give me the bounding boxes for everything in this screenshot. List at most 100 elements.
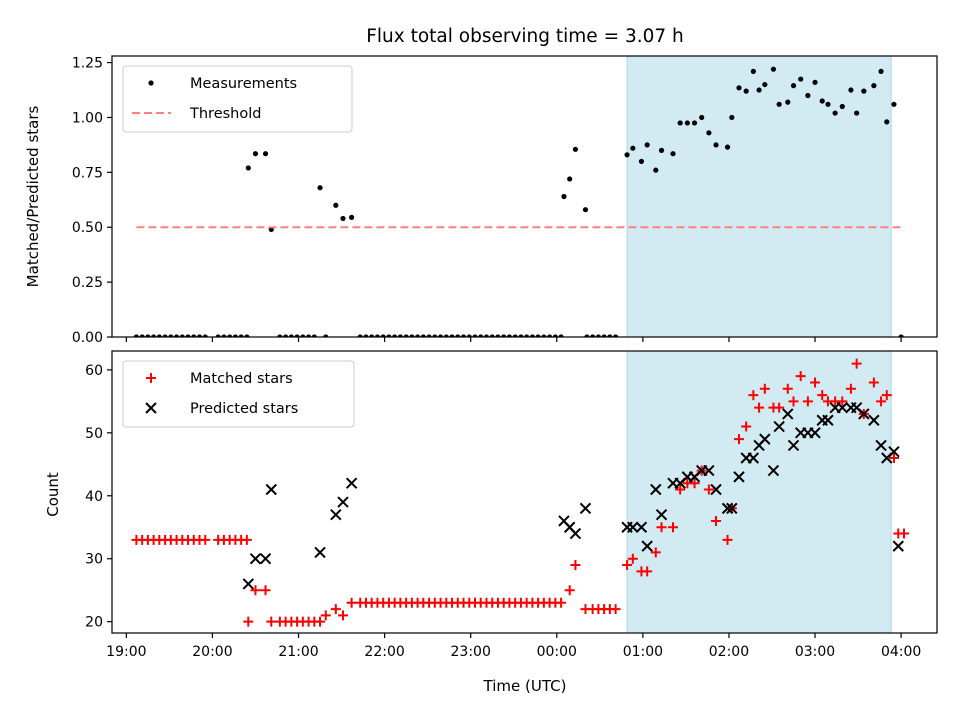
x-axis-label: Time (UTC)	[483, 677, 567, 695]
measurement-point	[572, 146, 579, 152]
predicted-star-point	[242, 578, 255, 590]
observing-window-shade	[626, 55, 892, 338]
measurement-point	[294, 334, 300, 337]
legend-label: Matched stars	[190, 371, 293, 387]
predicted-star-point	[892, 540, 904, 552]
predicted-star-point	[703, 464, 715, 477]
measurement-point	[743, 88, 749, 94]
measurement-point	[244, 334, 250, 337]
measurement-point	[653, 167, 659, 173]
y-tick-label: 50	[85, 426, 103, 442]
measurement-point	[317, 185, 323, 191]
measurement-point	[409, 334, 415, 337]
y-tick-label: 0.75	[72, 165, 103, 181]
matched-star-point	[689, 478, 700, 489]
matched-star-point	[851, 358, 862, 369]
matched-star-point	[622, 560, 633, 571]
measurement-point	[392, 334, 398, 337]
matched-star-point	[627, 553, 638, 564]
measurement-point	[750, 68, 756, 74]
legend-box	[122, 360, 355, 428]
measurement-point	[168, 334, 174, 337]
matched-star-point	[802, 396, 813, 407]
plot-area	[133, 66, 904, 337]
measurement-point	[590, 334, 596, 337]
matched-star-point	[338, 610, 348, 621]
matched-star-point	[703, 484, 714, 495]
measurement-point	[677, 120, 683, 126]
measurement-point	[283, 334, 289, 337]
bottom-panel: 20 30 40 50 60 19:00 20:00 21:00 22:00 23:00 00:00…	[85, 350, 938, 660]
y-tick-label: 60	[85, 363, 103, 379]
predicted-star-point	[787, 439, 800, 452]
measurement-point	[762, 81, 768, 88]
measurement-point	[839, 103, 845, 110]
y-tick-label: 30	[85, 552, 103, 568]
measurement-point	[607, 334, 613, 337]
y-tick-label: 0.25	[72, 275, 103, 291]
matched-star-point	[888, 453, 899, 464]
measurement-point	[227, 334, 233, 337]
matched-star-point	[642, 566, 653, 577]
axes-frame	[111, 55, 938, 338]
matched-star-point	[774, 402, 785, 413]
measurement-point	[449, 334, 455, 337]
bottom-y-axis-label: Count	[44, 472, 62, 517]
predicted-star-point	[650, 483, 662, 496]
measurement-point	[861, 88, 867, 94]
measurement-point	[196, 334, 203, 337]
predicted-star-point	[868, 414, 880, 426]
predicted-star-point	[330, 508, 342, 521]
measurement-point	[805, 92, 811, 99]
matched-star-point	[564, 585, 575, 596]
measurement-point	[785, 99, 791, 105]
measurement-point	[854, 110, 860, 116]
predicted-star-point	[726, 502, 738, 515]
legend: Measurements Threshold	[122, 65, 353, 133]
measurement-point	[432, 334, 438, 337]
top-y-axis-label: Matched/Predicted stars	[24, 106, 42, 288]
y-tick-label: 1.25	[72, 56, 103, 72]
measurement-point	[541, 334, 547, 337]
legend-marker-matched	[146, 373, 156, 383]
predicted-star-point	[888, 446, 900, 458]
measurement-point	[630, 145, 636, 151]
matched-star-point	[711, 515, 722, 526]
measurement-point	[638, 158, 645, 164]
matched-star-point	[675, 484, 686, 495]
measurement-point	[288, 334, 294, 337]
predicted-star-point	[655, 508, 668, 521]
measurement-point	[262, 151, 269, 157]
matched-star-point	[759, 383, 770, 394]
measurement-point	[489, 334, 495, 337]
y-tick-label: 1.00	[72, 110, 103, 126]
predicted-star-point	[836, 401, 849, 414]
measurement-point	[776, 101, 782, 107]
measurement-point	[584, 334, 590, 337]
matched-star-point	[868, 377, 879, 388]
measurement-point	[878, 68, 884, 74]
measurement-point	[736, 85, 742, 91]
chart-title: Flux total observing time = 3.07 h	[366, 26, 684, 47]
measurement-point	[403, 334, 409, 337]
y-tick-label: 40	[85, 489, 103, 505]
measurement-point	[770, 66, 777, 72]
predicted-star-point	[641, 540, 653, 552]
x-tick-label: 19:00	[106, 644, 146, 660]
measurement-point	[162, 334, 168, 337]
measurement-point	[483, 334, 490, 337]
measurement-point	[582, 207, 589, 213]
predicted-star-point	[747, 452, 760, 464]
measurement-point	[601, 334, 607, 337]
predicted-star-point	[345, 477, 358, 489]
matched-star-point	[837, 396, 848, 407]
measurement-point	[443, 334, 449, 337]
legend-label: Predicted stars	[190, 401, 298, 417]
measurement-point	[386, 334, 392, 337]
matched-star-point	[754, 402, 765, 413]
predicted-star-point	[773, 420, 785, 433]
predicted-star-point	[569, 527, 582, 540]
measurement-point	[300, 334, 306, 337]
predicted-star-point	[249, 553, 262, 565]
